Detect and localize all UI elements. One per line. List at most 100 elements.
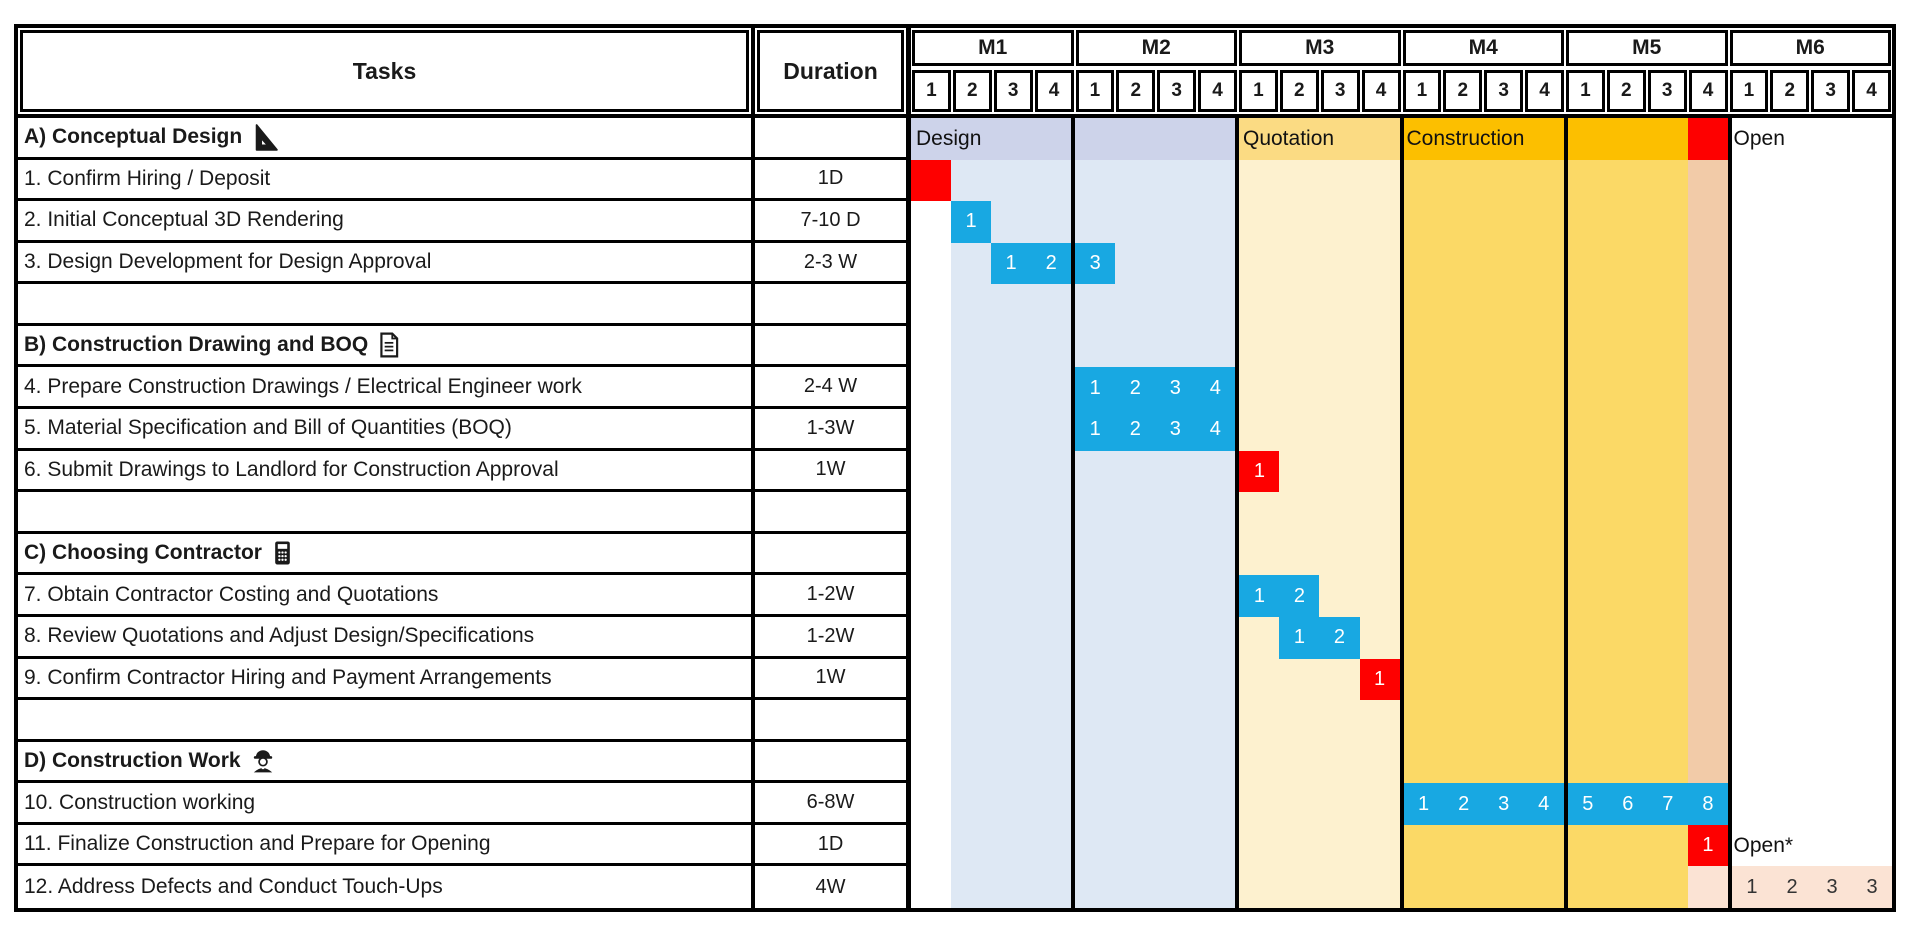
gantt-week-cell [1071, 450, 1116, 493]
gantt-week-cell [1443, 533, 1484, 576]
task-cell [18, 700, 755, 742]
gantt-week-cell [1523, 159, 1564, 202]
gantt-week-cell [1771, 118, 1813, 160]
gantt-week-cell [951, 242, 992, 285]
gantt-week-cell [911, 325, 952, 368]
gantt-week-cell [1483, 658, 1524, 701]
duration-cell: 1W [755, 658, 911, 701]
gantt-week-cell [1279, 658, 1320, 701]
gantt-bar-cell: 7 [1647, 783, 1688, 825]
gantt-bar-cell: 3 [1071, 242, 1116, 285]
gantt-week-cell [1359, 409, 1400, 451]
gantt-week-cell [1523, 409, 1564, 451]
week-number-label: 1 [1729, 70, 1769, 112]
gantt-week-cell [1359, 616, 1400, 659]
gantt-row-strip [911, 325, 1893, 368]
gantt-week-cell [1031, 824, 1072, 867]
gantt-week-cell [1399, 450, 1444, 493]
gantt-week-cell [1359, 201, 1400, 243]
gantt-week-cell [1071, 658, 1116, 701]
gantt-week-cell [1483, 450, 1524, 493]
gantt-week-cell [1647, 866, 1688, 908]
week-number-label: 3 [1484, 70, 1524, 112]
gantt-week-cell [1647, 575, 1688, 617]
gantt-week-cell [1399, 492, 1444, 534]
week-header-cell: 3 [1156, 68, 1197, 114]
gantt-week-cell [1647, 367, 1688, 410]
duration-header-cell: Duration [755, 28, 911, 114]
gantt-week-cell [1071, 700, 1116, 742]
gantt-week-cell [1771, 284, 1813, 326]
gantt-week-cell [1727, 450, 1772, 493]
gantt-week-cell [1563, 700, 1608, 742]
gantt-week-cell [1155, 159, 1196, 202]
gantt-week-cell [1115, 325, 1156, 368]
gantt-week-cell [951, 367, 992, 410]
gantt-week-cell [1031, 741, 1072, 784]
gantt-week-cell [1279, 118, 1320, 160]
gantt-week-cell [1563, 409, 1608, 451]
gantt-week-cell [1563, 284, 1608, 326]
gantt-week-cell [1647, 741, 1688, 784]
table-row [18, 492, 1893, 534]
duration-cell [755, 284, 911, 326]
gantt-week-cell [1115, 658, 1156, 701]
gantt-week-cell [1687, 159, 1728, 202]
gantt-week-cell [1319, 700, 1360, 742]
gantt-week-cell [1687, 284, 1728, 326]
gantt-week-cell [951, 284, 992, 326]
gantt-week-cell [1279, 201, 1320, 243]
gantt-week-cell [1235, 824, 1280, 867]
gantt-week-cell [1727, 616, 1772, 659]
month-label: M6 [1729, 30, 1891, 66]
gantt-week-cell [1235, 533, 1280, 576]
gantt-week-cell [1279, 409, 1320, 451]
week-number-label: 1 [1239, 70, 1278, 112]
gantt-week-cell [1443, 658, 1484, 701]
gantt-bar-cell: 1 [1687, 824, 1728, 867]
gantt-row-strip [911, 533, 1893, 576]
gantt-week-cell [1443, 367, 1484, 410]
gantt-week-cell [991, 575, 1032, 617]
week-header-cell: 1 [1238, 68, 1279, 114]
gantt-week-cell [1812, 824, 1853, 867]
gantt-week-cell [1727, 325, 1772, 368]
table-row: 12. Address Defects and Conduct Touch-Up… [18, 866, 1893, 908]
gantt-week-cell [1727, 700, 1772, 742]
gantt-week-cell [1607, 242, 1648, 285]
gantt-week-cell [1195, 118, 1236, 160]
gantt-week-cell [1687, 367, 1728, 410]
gantt-week-cell [1852, 824, 1893, 867]
gantt-week-cell [1071, 118, 1116, 160]
gantt-week-cell [1031, 201, 1072, 243]
gantt-week-cell [991, 409, 1032, 451]
calculator-icon [271, 540, 294, 566]
week-header-cell: 3 [1483, 68, 1524, 114]
worker-icon [250, 747, 276, 774]
gantt-week-cell [1771, 159, 1813, 202]
gantt-week-cell [1279, 824, 1320, 867]
gantt-week-cell [1115, 616, 1156, 659]
gantt-week-cell [1483, 409, 1524, 451]
gantt-week-cell [1359, 783, 1400, 825]
gantt-week-cell [1523, 866, 1564, 908]
gantt-week-cell [1359, 325, 1400, 368]
gantt-bar-cell: 2 [1115, 409, 1156, 451]
gantt-week-cell [1115, 159, 1156, 202]
gantt-week-cell [1607, 575, 1648, 617]
gantt-week-cell [1563, 492, 1608, 534]
gantt-week-cell [1812, 201, 1853, 243]
gantt-week-cell [1523, 118, 1564, 160]
gantt-week-cell [1359, 367, 1400, 410]
gantt-week-cell [1399, 367, 1444, 410]
section-title: C) Choosing Contractor [24, 541, 262, 565]
week-header-cell: 4 [1524, 68, 1565, 114]
gantt-week-cell [1319, 533, 1360, 576]
gantt-week-cell [911, 824, 952, 867]
gantt-week-cell [1235, 284, 1280, 326]
